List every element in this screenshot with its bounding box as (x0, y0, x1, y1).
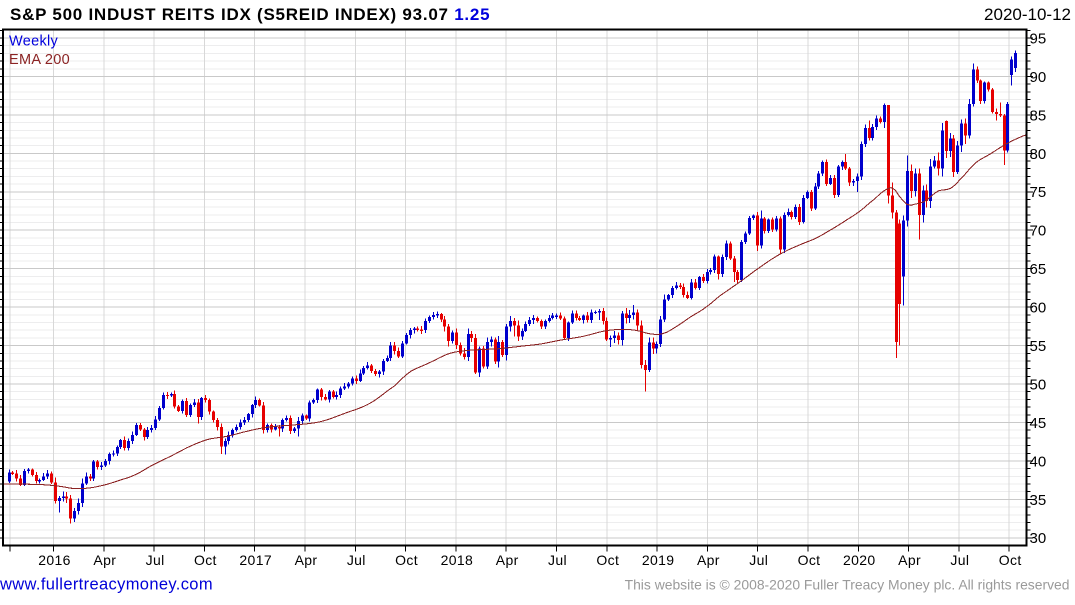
svg-text:2020-10-12: 2020-10-12 (984, 5, 1071, 24)
svg-text:85: 85 (1030, 107, 1047, 124)
svg-text:70: 70 (1030, 223, 1047, 240)
svg-text:2020: 2020 (843, 552, 876, 568)
svg-text:60: 60 (1030, 300, 1047, 317)
svg-text:2017: 2017 (239, 552, 272, 568)
svg-text:Jul: Jul (347, 552, 366, 568)
svg-text:65: 65 (1030, 261, 1047, 278)
svg-text:Weekly: Weekly (9, 34, 59, 50)
svg-text:75: 75 (1030, 184, 1047, 201)
svg-text:35: 35 (1030, 492, 1047, 509)
svg-text:Jul: Jul (146, 552, 165, 568)
svg-text:90: 90 (1030, 69, 1047, 86)
svg-text:Apr: Apr (898, 552, 921, 568)
svg-text:2018: 2018 (441, 552, 474, 568)
svg-text:30: 30 (1030, 530, 1047, 547)
svg-text:Jul: Jul (749, 552, 768, 568)
svg-text:80: 80 (1030, 146, 1047, 163)
svg-text:45: 45 (1030, 415, 1047, 432)
svg-text:S&P 500 INDUST REITS IDX (S5RE: S&P 500 INDUST REITS IDX (S5REID INDEX) … (10, 5, 490, 24)
svg-text:55: 55 (1030, 338, 1047, 355)
svg-text:Oct: Oct (798, 552, 821, 568)
svg-text:Apr: Apr (697, 552, 720, 568)
svg-text:This website is © 2008-2020 Fu: This website is © 2008-2020 Fuller Treac… (625, 577, 1070, 593)
svg-text:Oct: Oct (395, 552, 418, 568)
svg-text:www.fullertreacymoney.com: www.fullertreacymoney.com (0, 576, 213, 594)
svg-text:Oct: Oct (194, 552, 217, 568)
svg-text:Apr: Apr (93, 552, 116, 568)
svg-text:EMA 200: EMA 200 (9, 52, 70, 68)
svg-text:40: 40 (1030, 453, 1047, 470)
svg-text:Jul: Jul (950, 552, 969, 568)
svg-text:2016: 2016 (38, 552, 71, 568)
svg-text:Jul: Jul (548, 552, 567, 568)
svg-text:Oct: Oct (999, 552, 1022, 568)
svg-text:2019: 2019 (642, 552, 675, 568)
svg-text:50: 50 (1030, 376, 1047, 393)
svg-text:Apr: Apr (295, 552, 318, 568)
svg-text:95: 95 (1030, 30, 1047, 47)
svg-text:Oct: Oct (596, 552, 619, 568)
svg-text:Apr: Apr (496, 552, 519, 568)
